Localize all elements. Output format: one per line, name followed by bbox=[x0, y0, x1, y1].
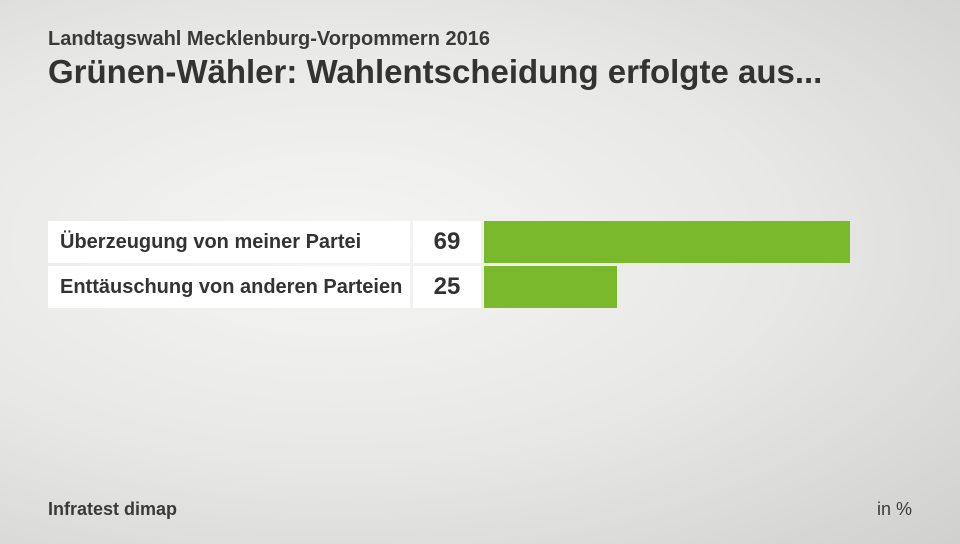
bar-cell bbox=[484, 266, 912, 308]
unit-label: in % bbox=[877, 499, 912, 520]
bar bbox=[484, 266, 617, 308]
chart-row: Überzeugung von meiner Partei 69 bbox=[48, 221, 912, 263]
bar-cell bbox=[484, 221, 912, 263]
chart-area: Überzeugung von meiner Partei 69 Enttäus… bbox=[48, 221, 912, 308]
bar bbox=[484, 221, 850, 263]
row-label: Überzeugung von meiner Partei bbox=[48, 221, 410, 263]
footer: Infratest dimap in % bbox=[48, 499, 912, 520]
row-value: 25 bbox=[413, 266, 481, 308]
row-value: 69 bbox=[413, 221, 481, 263]
chart-subtitle: Landtagswahl Mecklenburg-Vorpommern 2016 bbox=[48, 28, 912, 51]
source-label: Infratest dimap bbox=[48, 499, 177, 520]
chart-row: Enttäuschung von anderen Parteien 25 bbox=[48, 266, 912, 308]
row-label: Enttäuschung von anderen Parteien bbox=[48, 266, 410, 308]
chart-title: Grünen-Wähler: Wahlentscheidung erfolgte… bbox=[48, 53, 912, 91]
